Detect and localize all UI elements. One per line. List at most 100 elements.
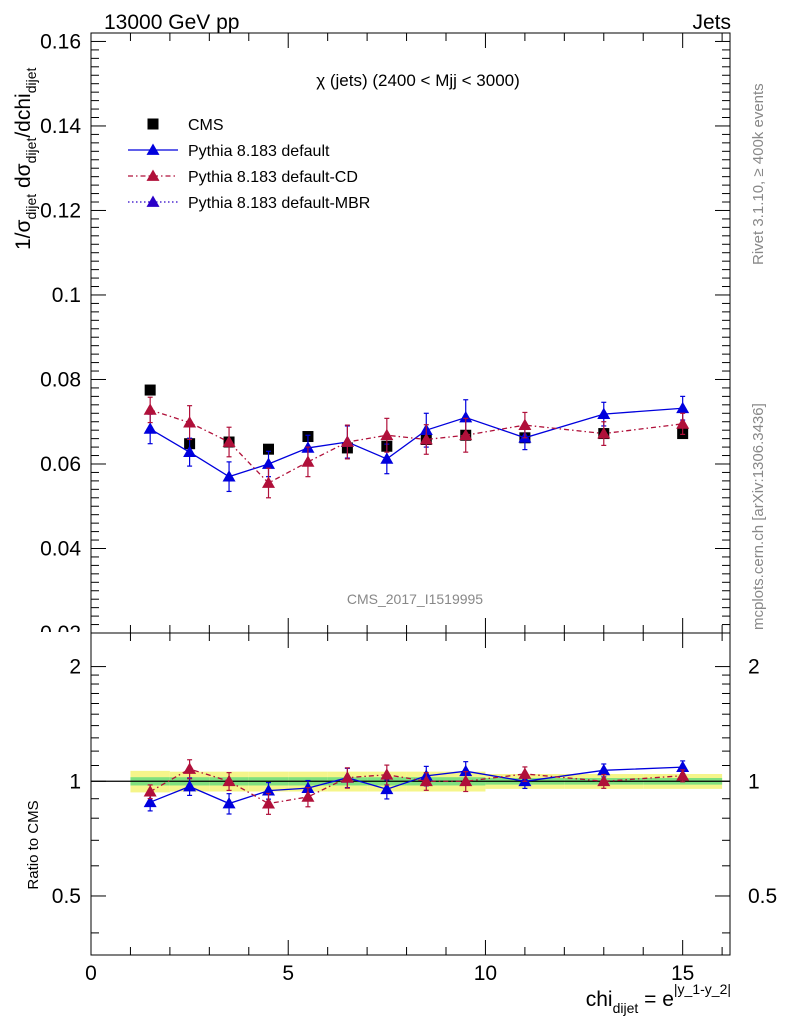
legend-item-cms: CMS: [147, 117, 224, 134]
pythia-8-183-default-cd-point: [518, 418, 532, 430]
axes-group: 0 5 10 15 0.02 0.04 0.06 0.08 0.1 0.12 0.14 0.16 0.5…: [40, 30, 777, 985]
xlabel-sup: |y_1-y_2|: [674, 981, 731, 997]
pythia-8-183-default-cd-point: [222, 435, 236, 447]
ratio-tick-label-left: 2: [69, 656, 81, 679]
series-group: [143, 384, 690, 815]
legend-item-pythia-8-183-default-cd: Pythia 8.183 default-CD: [128, 169, 358, 186]
pythia-8-183-default-cd-line: [149, 409, 683, 484]
pythia-8-183-default-cd-ratio-point: [143, 785, 157, 797]
pythia-8-183-default-cd-ratio-point: [518, 767, 532, 779]
pythia-8-183-default-point: [380, 452, 394, 464]
pythia-8-183-default-ratio-point: [676, 760, 690, 773]
ylabel-sub-3: dijet: [23, 68, 39, 94]
pythia-8-183-default-ratio-point: [262, 784, 275, 796]
rivet-side-label: Rivet 3.1.10, ≥ 400k events: [750, 83, 767, 265]
main-plot-frame: [90, 32, 731, 634]
ylabel-part-2: dσ: [12, 163, 35, 194]
pythia-8-183-default-cd-point: [419, 432, 433, 445]
mcplots-side-label: mcplots.cern.ch [arXiv:1306.3436]: [750, 403, 767, 630]
legend-label-pythia-8-183-default-cd: Pythia 8.183 default-CD: [188, 169, 358, 186]
y-tick-labels: 0.02 0.04 0.06 0.08 0.1 0.12 0.14 0.16: [40, 30, 81, 645]
legend-marker-pythia-8-183-default-cd: [146, 169, 160, 181]
pythia-8-183-default-ratio-point: [183, 779, 197, 792]
pythia-8-183-default-cd-ratio-point: [222, 774, 236, 787]
x-tick-label: 10: [474, 962, 497, 985]
y-tick-label: 0.14: [40, 115, 81, 138]
y-tick-label: 0.1: [52, 284, 81, 307]
header-right-label: Jets: [692, 11, 731, 34]
legend: CMS Pythia 8.183 default Pythia 8.183 defa…: [128, 117, 370, 212]
legend-marker-cms: [147, 118, 159, 130]
legend-label-cms: CMS: [188, 117, 224, 134]
main-y-axis-label: 1/σdijet dσdijet/dchidijet: [12, 68, 39, 250]
x-axis-label: chidijet = e|y_1-y_2|: [586, 981, 731, 1016]
chart-title: χ (jets) (2400 < Mjj < 3000): [316, 71, 520, 90]
ratio-tick-label-right: 2: [748, 656, 760, 679]
xlabel-sub: dijet: [613, 1000, 639, 1016]
pythia-8-183-default-cd-point: [143, 403, 157, 415]
pythia-8-183-default-point: [597, 407, 611, 420]
ylabel-part-1: 1/σ: [12, 219, 35, 250]
pythia-8-183-default-cd-ratio-point: [183, 762, 197, 774]
cms-data-point: [144, 384, 156, 396]
pythia-8-183-default-cd-point: [262, 476, 275, 488]
xlabel-base: chi: [586, 988, 613, 1011]
ylabel-sub-1: dijet: [23, 194, 39, 220]
pythia-8-183-default-ratio-point: [459, 764, 473, 777]
ratio-tick-label-right: 0.5: [748, 885, 777, 908]
cms-data-point: [263, 443, 274, 455]
series-pythia-8-183-default-cd: [143, 396, 690, 499]
pythia-8-183-default-ratio-point: [380, 782, 394, 795]
legend-marker-pythia-8-183-default-mbr: [146, 195, 160, 207]
pythia-8-183-default-cd-point: [597, 427, 611, 439]
y-tick-label: 0.12: [40, 199, 81, 222]
pythia-8-183-default-cd-ratio-line: [149, 768, 683, 805]
ratio-plot-frame: [90, 632, 731, 956]
legend-label-pythia-8-183-default-mbr: Pythia 8.183 default-MBR: [188, 195, 370, 212]
pythia-8-183-default-ratio-point: [597, 763, 611, 776]
x-tick-label: 5: [282, 962, 294, 985]
legend-label-pythia-8-183-default: Pythia 8.183 default: [188, 143, 330, 160]
legend-marker-pythia-8-183-default: [146, 143, 160, 155]
x-tick-label: 0: [85, 962, 97, 985]
xlabel-eq: = e: [638, 988, 674, 1011]
ratio-tick-label-left: 0.5: [52, 885, 81, 908]
pythia-8-183-default-ratio-point: [222, 797, 236, 809]
pythia-8-183-default-cd-ratio-point: [340, 771, 354, 783]
pythia-8-183-default-point: [183, 445, 197, 458]
pythia-8-183-default-cd-ratio-point: [459, 774, 473, 787]
pythia-8-183-default-point: [222, 470, 236, 482]
pythia-8-183-default-cd-point: [183, 416, 197, 428]
pythia-8-183-default-cd-point: [340, 435, 354, 447]
header-left-label: 13000 GeV pp: [104, 11, 239, 34]
pythia-8-183-default-cd-point: [380, 428, 394, 441]
ylabel-sub-2: dijet: [23, 138, 39, 164]
ratio-series-pythia-8-183-default-cd: [143, 759, 690, 815]
legend-item-pythia-8-183-default-mbr: Pythia 8.183 default-MBR: [128, 195, 370, 212]
pythia-8-183-default-cd-ratio-point: [597, 774, 611, 787]
y-tick-label: 0.02: [40, 622, 81, 645]
pythia-8-183-default-cd-ratio-point: [262, 797, 275, 809]
pythia-8-183-default-point: [459, 411, 473, 423]
pythia-8-183-default-cd-ratio-point: [301, 790, 315, 802]
y-tick-label: 0.04: [40, 537, 81, 560]
pythia-8-183-default-ratio-point: [143, 795, 157, 808]
pythia-8-183-default-cd-point: [301, 455, 315, 467]
pythia-8-183-default-point: [143, 422, 157, 434]
ylabel-part-3: /dchi: [12, 93, 35, 137]
pythia-8-183-default-point: [262, 457, 275, 469]
pythia-8-183-default-cd-ratio-point: [380, 768, 394, 780]
pythia-8-183-default-point: [676, 401, 690, 414]
analysis-watermark: CMS_2017_I1519995: [347, 591, 483, 607]
pythia-8-183-default-cd-point: [676, 417, 690, 429]
pythia-8-183-default-cd-point: [459, 428, 473, 441]
pythia-8-183-default-cd-ratio-point: [676, 769, 690, 781]
y-tick-label: 0.06: [40, 453, 81, 476]
pythia-8-183-default-ratio-line: [149, 766, 683, 805]
ratio-tick-label-left: 1: [69, 770, 81, 793]
y-tick-label: 0.16: [40, 30, 81, 53]
legend-item-pythia-8-183-default: Pythia 8.183 default: [128, 143, 330, 160]
x-tick-label: 15: [671, 962, 694, 985]
pythia-8-183-default-cd-ratio-point: [419, 774, 433, 787]
